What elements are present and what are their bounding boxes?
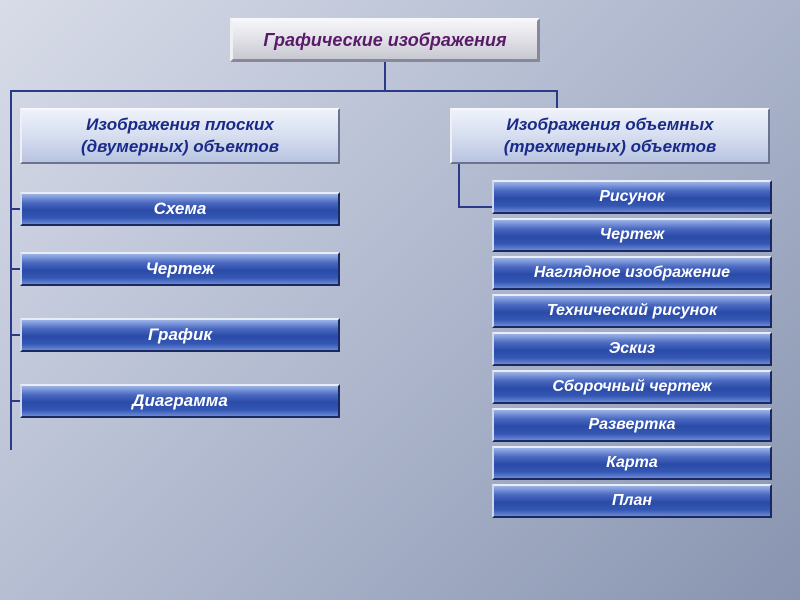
right-item-label: Чертеж: [600, 226, 664, 244]
right-item-4: Эскиз: [492, 332, 772, 366]
title-box: Графические изображения: [230, 18, 540, 62]
right-item-label: План: [612, 492, 652, 510]
right-item-7: Карта: [492, 446, 772, 480]
left-item-label: Чертеж: [146, 259, 215, 279]
left-item-2: График: [20, 318, 340, 352]
sub-left-box: Изображения плоских (двумерных) объектов: [20, 108, 340, 164]
right-item-0: Рисунок: [492, 180, 772, 214]
connector-left-stub-0: [10, 208, 20, 210]
connector-horizontal-midright: [458, 206, 492, 208]
connector-vertical-left: [10, 90, 12, 450]
sub-right-text: Изображения объемных (трехмерных) объект…: [504, 114, 717, 158]
right-item-label: Технический рисунок: [547, 302, 717, 320]
right-item-5: Сборочный чертеж: [492, 370, 772, 404]
right-item-8: План: [492, 484, 772, 518]
connector-vertical-right: [556, 90, 558, 108]
connector-left-stub-3: [10, 400, 20, 402]
right-item-3: Технический рисунок: [492, 294, 772, 328]
connector-left-stub-2: [10, 334, 20, 336]
right-item-label: Карта: [606, 454, 658, 472]
right-item-label: Наглядное изображение: [534, 264, 730, 282]
left-item-label: График: [148, 325, 212, 345]
left-item-label: Диаграмма: [132, 391, 228, 411]
right-item-label: Сборочный чертеж: [552, 378, 711, 396]
title-text: Графические изображения: [263, 30, 506, 51]
left-item-1: Чертеж: [20, 252, 340, 286]
right-item-label: Рисунок: [599, 188, 665, 206]
sub-right-box: Изображения объемных (трехмерных) объект…: [450, 108, 770, 164]
right-item-1: Чертеж: [492, 218, 772, 252]
left-item-3: Диаграмма: [20, 384, 340, 418]
left-item-label: Схема: [154, 199, 207, 219]
right-item-label: Эскиз: [609, 340, 655, 358]
right-item-2: Наглядное изображение: [492, 256, 772, 290]
right-item-label: Развертка: [588, 416, 675, 434]
sub-left-text: Изображения плоских (двумерных) объектов: [81, 114, 279, 158]
left-item-0: Схема: [20, 192, 340, 226]
connector-left-stub-1: [10, 268, 20, 270]
connector-horizontal-top: [10, 90, 558, 92]
connector-vertical-midright: [458, 164, 460, 208]
right-item-6: Развертка: [492, 408, 772, 442]
connector-vertical-title: [384, 62, 386, 90]
